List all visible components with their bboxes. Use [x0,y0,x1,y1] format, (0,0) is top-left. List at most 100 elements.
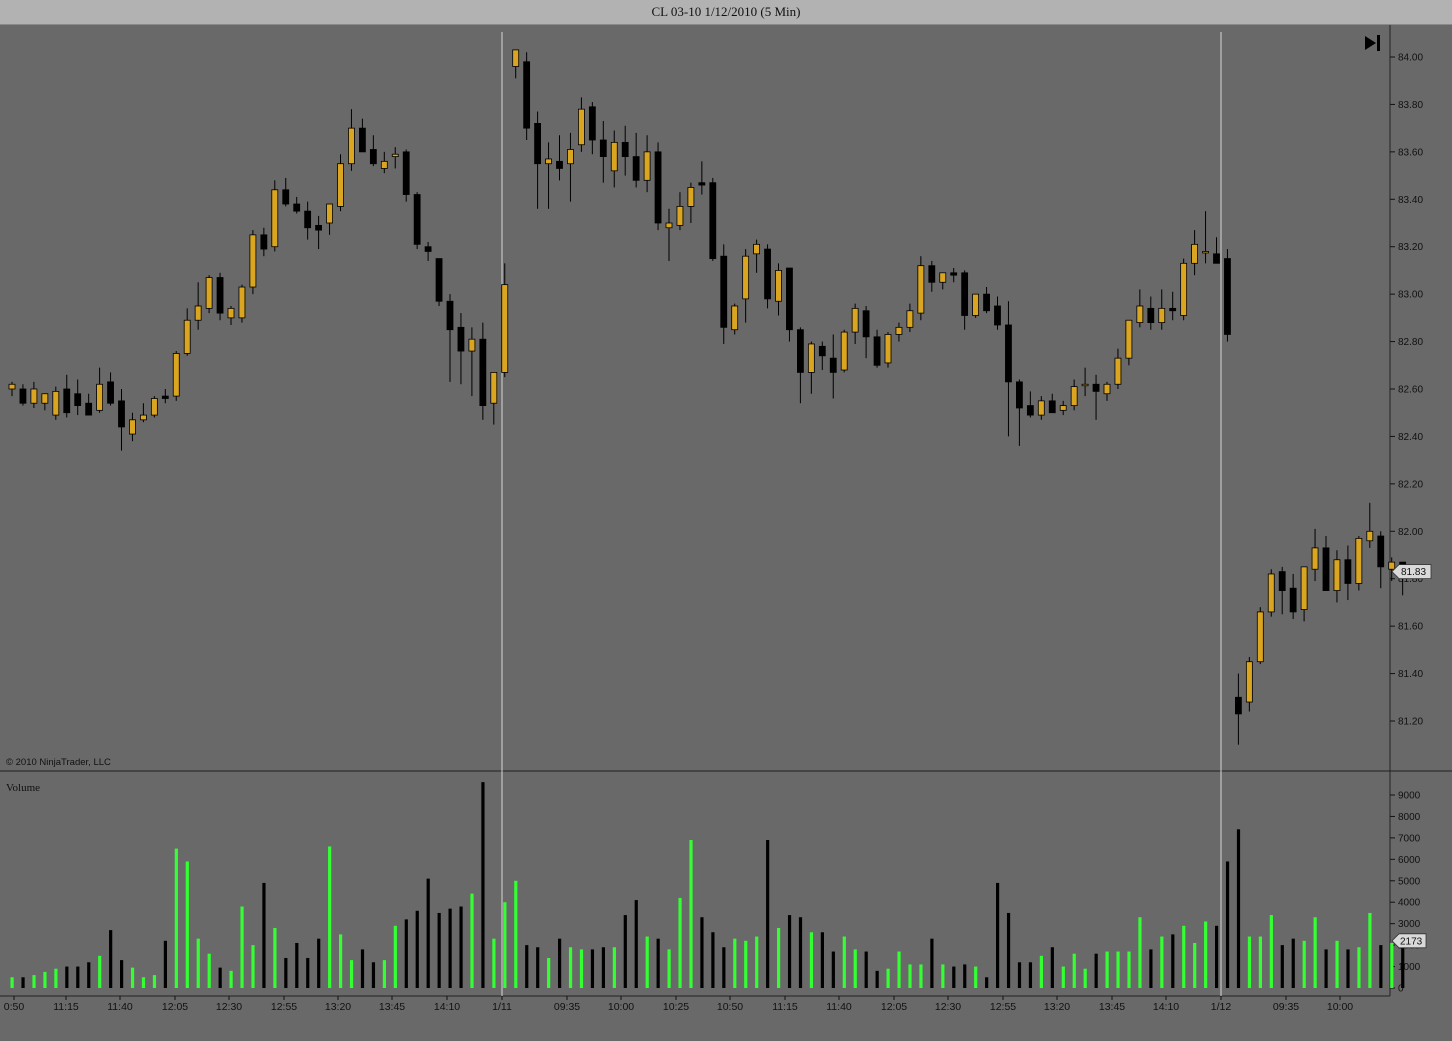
candle[interactable] [63,374,71,418]
candle[interactable] [227,306,235,325]
candle[interactable] [1081,367,1089,397]
candle[interactable] [205,275,213,314]
candle[interactable] [588,102,596,155]
candle[interactable] [939,272,947,290]
candle[interactable] [753,239,760,273]
candle[interactable] [1016,379,1023,446]
candle[interactable] [129,412,136,442]
candle[interactable] [1180,258,1188,321]
volume-bar[interactable] [229,970,233,988]
volume-bar[interactable] [634,900,638,988]
candle[interactable] [742,249,750,323]
candle[interactable] [1070,379,1078,411]
candle[interactable] [917,256,925,321]
volume-bar[interactable] [952,966,956,988]
candle[interactable] [676,192,684,231]
candle[interactable] [358,118,366,153]
volume-bar[interactable] [733,938,737,988]
volume-bar[interactable] [744,940,748,988]
volume-bar[interactable] [1050,947,1054,988]
volume-bar[interactable] [886,968,890,988]
candle[interactable] [829,334,837,399]
volume-bar[interactable] [1160,936,1164,988]
volume-bar[interactable] [1193,942,1197,988]
volume-bar[interactable] [120,960,124,988]
candle[interactable] [1125,319,1133,366]
volume-bar[interactable] [656,938,660,988]
candle[interactable] [413,192,421,250]
volume-bar[interactable] [339,934,343,988]
candle[interactable] [369,135,377,167]
candle[interactable] [709,177,717,261]
volume-bar[interactable] [623,915,627,988]
volume-bar[interactable] [1280,945,1284,988]
volume-bar[interactable] [766,840,770,988]
candle[interactable] [1322,536,1330,591]
candle[interactable] [1037,396,1045,420]
volume-bar[interactable] [1039,955,1043,988]
candle[interactable] [380,151,388,174]
candle[interactable] [96,367,103,413]
candle[interactable] [556,135,563,181]
volume-bar[interactable] [251,945,255,988]
volume-bar[interactable] [1182,925,1186,988]
volume-bar[interactable] [590,949,595,988]
candle[interactable] [1059,400,1067,416]
candle[interactable] [19,384,27,406]
volume-bar[interactable] [459,906,463,988]
candle[interactable] [282,177,290,207]
candle[interactable] [479,322,487,420]
volume-bar[interactable] [317,938,321,988]
volume-bar[interactable] [1083,968,1087,988]
candle[interactable] [961,270,969,330]
candle[interactable] [139,403,147,423]
candle[interactable] [1213,237,1220,264]
candle[interactable] [578,97,585,152]
volume-bar[interactable] [284,957,288,988]
candle[interactable] [183,308,191,356]
volume-bar[interactable] [1225,861,1230,988]
volume-bar[interactable] [579,949,584,988]
candle[interactable] [402,149,410,202]
volume-bar[interactable] [908,964,912,988]
candle[interactable] [731,303,739,335]
volume-bar[interactable] [711,932,715,988]
volume-bar[interactable] [525,945,529,988]
volume-bar[interactable] [185,861,189,988]
candle[interactable] [1300,566,1308,622]
volume-bar[interactable] [207,953,211,988]
volume-bar[interactable] [76,966,80,988]
volume-bar[interactable] [1291,938,1295,988]
volume-bar[interactable] [415,910,419,988]
candle[interactable] [567,132,574,202]
candle[interactable] [1147,296,1155,330]
candle[interactable] [52,386,60,420]
volume-bar[interactable] [273,927,277,988]
volume-bar[interactable] [360,949,365,988]
volume-bar[interactable] [1105,951,1109,988]
candle[interactable] [1202,211,1209,264]
volume-bar[interactable] [667,949,671,988]
candle[interactable] [216,272,224,321]
candle[interactable] [1191,230,1198,276]
candle[interactable] [884,332,892,368]
volume-bar[interactable] [974,966,978,988]
volume-bar[interactable] [32,975,36,988]
volume-bar[interactable] [777,927,781,988]
candle[interactable] [8,381,16,397]
volume-bar[interactable] [700,917,704,988]
volume-bar[interactable] [678,897,682,988]
volume-bar[interactable] [503,902,507,988]
candle[interactable] [807,341,815,394]
volume-bar[interactable] [152,975,157,988]
candle[interactable] [972,293,979,318]
candle[interactable] [665,208,673,261]
volume-bar[interactable] [875,970,879,988]
volume-bar[interactable] [1072,953,1076,988]
candle[interactable] [786,267,793,342]
volume-bar[interactable] [349,960,354,988]
volume-bar[interactable] [831,951,835,988]
volume-bar[interactable] [240,906,244,988]
volume-bar[interactable] [568,947,573,988]
